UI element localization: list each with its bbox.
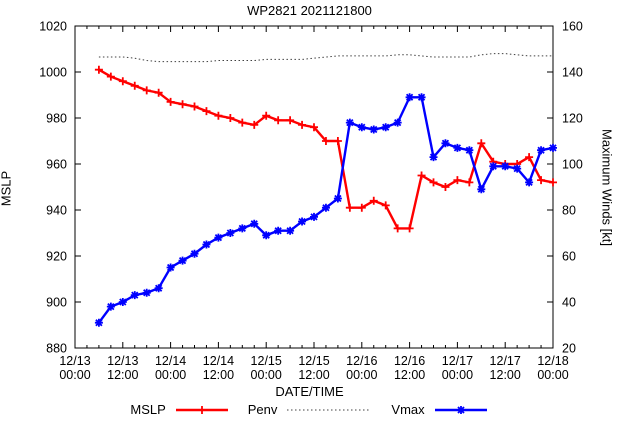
x-tick-label-time: 00:00 bbox=[537, 368, 568, 382]
x-tick-label-time: 12:00 bbox=[203, 368, 234, 382]
right-tick-label: 120 bbox=[562, 112, 583, 126]
legend-item-penv: Penv bbox=[248, 402, 374, 417]
left-axis-label: MSLP bbox=[0, 170, 14, 207]
x-tick-label-time: 00:00 bbox=[155, 368, 186, 382]
right-tick-label: 60 bbox=[562, 250, 576, 264]
legend-label: MSLP bbox=[130, 402, 166, 417]
x-tick-label-date: 12/13 bbox=[107, 354, 138, 368]
x-tick-label-date: 12/14 bbox=[203, 354, 234, 368]
right-tick-label: 100 bbox=[562, 158, 583, 172]
left-tick-label: 920 bbox=[46, 250, 67, 264]
x-tick-label-time: 00:00 bbox=[251, 368, 282, 382]
chart-title: WP2821 2021121800 bbox=[247, 3, 372, 18]
x-tick-label-time: 00:00 bbox=[59, 368, 90, 382]
right-tick-label: 40 bbox=[562, 296, 576, 310]
left-tick-label: 940 bbox=[46, 204, 67, 218]
axis-ticks bbox=[74, 25, 554, 349]
x-tick-label-date: 12/18 bbox=[537, 354, 568, 368]
legend-label: Penv bbox=[247, 402, 278, 417]
x-tick-label-time: 00:00 bbox=[442, 368, 473, 382]
left-tick-label: 960 bbox=[46, 158, 67, 172]
x-tick-label-date: 12/15 bbox=[298, 354, 329, 368]
x-tick-label-time: 12:00 bbox=[298, 368, 329, 382]
x-tick-label-date: 12/13 bbox=[59, 354, 90, 368]
legend-sample-vmax bbox=[434, 405, 487, 414]
right-tick-label: 160 bbox=[562, 20, 583, 34]
right-tick-label: 20 bbox=[562, 342, 576, 356]
legend-label: Vmax bbox=[391, 402, 425, 417]
x-tick-label-time: 12:00 bbox=[107, 368, 138, 382]
left-tick-label: 1000 bbox=[39, 66, 67, 80]
x-axis-label: DATE/TIME bbox=[275, 384, 344, 399]
left-tick-label: 980 bbox=[46, 112, 67, 126]
series-markers-vmax bbox=[94, 93, 557, 327]
right-axis-label: Maximum Winds [kt] bbox=[599, 128, 615, 246]
x-tick-label-date: 12/15 bbox=[251, 354, 282, 368]
left-tick-label: 900 bbox=[46, 296, 67, 310]
legend-item-vmax: Vmax bbox=[391, 402, 488, 417]
right-tick-label: 80 bbox=[562, 204, 576, 218]
x-tick-label-time: 12:00 bbox=[394, 368, 425, 382]
legend-sample-mslp bbox=[175, 405, 228, 414]
right-tick-label: 140 bbox=[562, 66, 583, 80]
legend-item-mslp: MSLP bbox=[130, 402, 229, 417]
x-tick-label-date: 12/14 bbox=[155, 354, 186, 368]
x-tick-label-date: 12/17 bbox=[490, 354, 521, 368]
left-tick-label: 1020 bbox=[39, 20, 67, 34]
x-tick-label-time: 00:00 bbox=[346, 368, 377, 382]
legend-sample-penv bbox=[287, 409, 372, 410]
x-tick-label-date: 12/16 bbox=[346, 354, 377, 368]
series-line-penv bbox=[98, 53, 553, 63]
x-tick-label-date: 12/16 bbox=[394, 354, 425, 368]
x-tick-label-time: 12:00 bbox=[490, 368, 521, 382]
x-tick-label-date: 12/17 bbox=[442, 354, 473, 368]
legend: MSLP Penv Vmax bbox=[0, 402, 619, 417]
left-tick-label: 880 bbox=[46, 342, 67, 356]
